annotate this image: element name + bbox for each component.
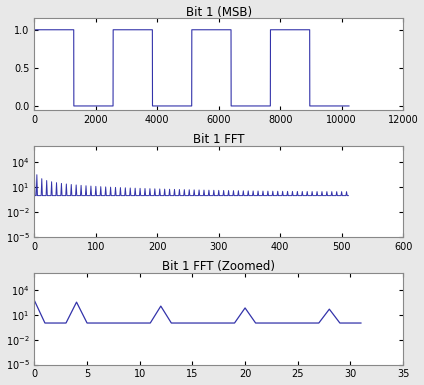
Title: Bit 1 FFT (Zoomed): Bit 1 FFT (Zoomed) <box>162 260 275 273</box>
Title: Bit 1 (MSB): Bit 1 (MSB) <box>186 5 252 18</box>
Title: Bit 1 FFT: Bit 1 FFT <box>193 133 245 146</box>
